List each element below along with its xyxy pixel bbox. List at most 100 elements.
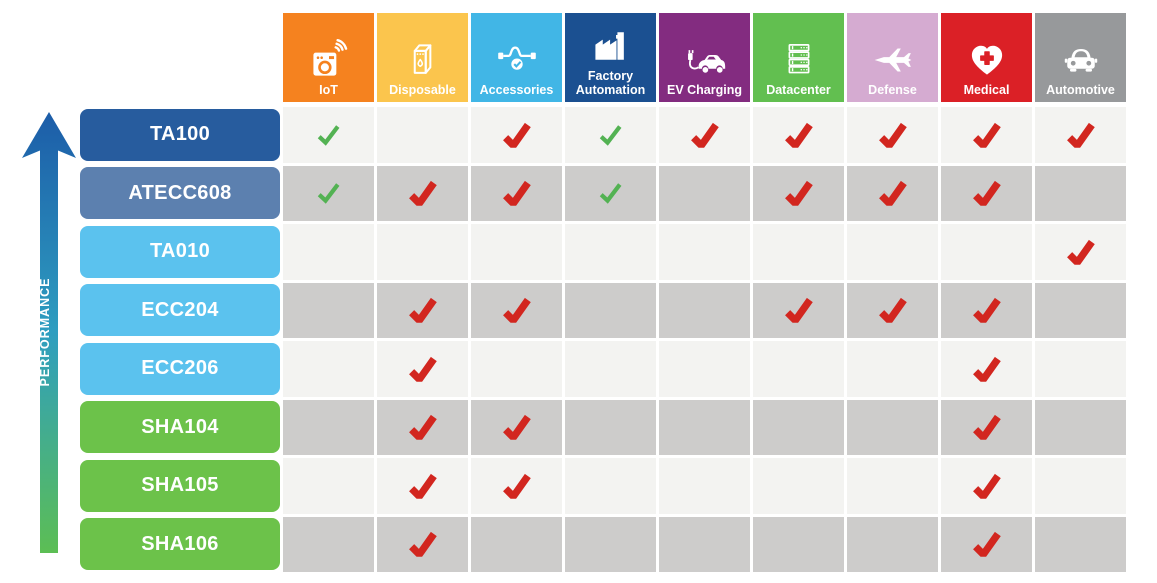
matrix-cell (941, 165, 1032, 221)
column-header-label: Disposable (389, 82, 456, 97)
row-label-cell: TA100 (80, 107, 280, 163)
column-header: Factory Automation (565, 13, 656, 102)
matrix-cell (1035, 341, 1126, 397)
column-header-label: IoT (319, 82, 338, 97)
column-header-label: Automotive (1046, 82, 1115, 97)
red-check-icon (972, 531, 1001, 557)
product-label: SHA105 (80, 459, 280, 512)
row-label-cell: SHA104 (80, 400, 280, 456)
matrix-cell (471, 165, 562, 221)
accessories-cable-icon (495, 38, 539, 82)
matrix-cell (659, 458, 750, 514)
matrix-cell (1035, 165, 1126, 221)
matrix-cell (659, 224, 750, 280)
green-check-icon (315, 181, 342, 205)
factory-icon (589, 24, 633, 68)
row-label-cell: ATECC608 (80, 166, 280, 222)
red-check-icon (502, 297, 531, 323)
matrix-cell (941, 458, 1032, 514)
matrix-cell (283, 282, 374, 338)
matrix-cell (847, 165, 938, 221)
product-label: SHA106 (80, 518, 280, 571)
matrix-cell (941, 399, 1032, 455)
red-check-icon (972, 122, 1001, 148)
matrix-cell (847, 516, 938, 572)
matrix-cell (941, 107, 1032, 163)
matrix-body: TA100 ATECC608 TA010 ECC204 ECC206 SHA10… (80, 107, 1126, 572)
matrix-cell (659, 399, 750, 455)
red-check-icon (972, 356, 1001, 382)
matrix-cell (471, 458, 562, 514)
matrix-cell (753, 224, 844, 280)
matrix-cell (377, 107, 468, 163)
matrix-cell (1035, 224, 1126, 280)
matrix-cell (659, 107, 750, 163)
matrix-cell (565, 341, 656, 397)
column-header-label: Defense (868, 82, 917, 97)
medical-heart-cross-icon (965, 38, 1009, 82)
performance-arrow: PERFORMANCE (22, 112, 76, 553)
matrix-cell (753, 107, 844, 163)
defense-jet-icon (871, 38, 915, 82)
matrix-cell (283, 165, 374, 221)
matrix-cell (471, 107, 562, 163)
matrix-cell (377, 458, 468, 514)
product-label: TA100 (80, 108, 280, 161)
column-header: Defense (847, 13, 938, 102)
column-header: EV Charging (659, 13, 750, 102)
matrix-cell (847, 458, 938, 514)
matrix-cell (565, 282, 656, 338)
matrix-cell (565, 458, 656, 514)
matrix-cell (283, 107, 374, 163)
red-check-icon (1066, 122, 1095, 148)
matrix-cell (377, 165, 468, 221)
row-label-cell: SHA106 (80, 517, 280, 573)
column-header: Automotive (1035, 13, 1126, 102)
column-header: Medical (941, 13, 1032, 102)
red-check-icon (408, 531, 437, 557)
matrix-cell (1035, 458, 1126, 514)
matrix-cell (377, 282, 468, 338)
matrix-cell (753, 282, 844, 338)
red-check-icon (784, 122, 813, 148)
matrix-cell (847, 224, 938, 280)
red-check-icon (1066, 239, 1095, 265)
matrix-cell (283, 516, 374, 572)
matrix-cell (941, 516, 1032, 572)
matrix-cell (659, 516, 750, 572)
matrix-cell (377, 224, 468, 280)
column-header: Datacenter (753, 13, 844, 102)
red-check-icon (408, 356, 437, 382)
performance-arrow-shape (22, 112, 76, 553)
red-check-icon (878, 297, 907, 323)
matrix-cell (659, 165, 750, 221)
red-check-icon (408, 297, 437, 323)
column-header: IoT (283, 13, 374, 102)
performance-axis-label: PERFORMANCE (38, 278, 52, 387)
column-header: Accessories (471, 13, 562, 102)
matrix-cell (565, 516, 656, 572)
matrix-cell (847, 341, 938, 397)
red-check-icon (972, 180, 1001, 206)
column-header-label: Accessories (479, 82, 554, 97)
red-check-icon (878, 122, 907, 148)
red-check-icon (502, 122, 531, 148)
matrix-cell (659, 282, 750, 338)
matrix-cell (377, 399, 468, 455)
matrix-cell (753, 458, 844, 514)
matrix-cell (283, 458, 374, 514)
disposable-icon (401, 38, 445, 82)
red-check-icon (690, 122, 719, 148)
green-check-icon (597, 181, 624, 205)
column-header-label: Datacenter (766, 82, 831, 97)
matrix-cell (377, 516, 468, 572)
row-label-cell: ECC204 (80, 283, 280, 339)
matrix-cell (471, 516, 562, 572)
red-check-icon (972, 297, 1001, 323)
row-label-cell: SHA105 (80, 458, 280, 514)
matrix-cell (753, 399, 844, 455)
product-label: TA010 (80, 225, 280, 278)
matrix-cell (847, 282, 938, 338)
column-header-label: Factory Automation (575, 69, 646, 97)
